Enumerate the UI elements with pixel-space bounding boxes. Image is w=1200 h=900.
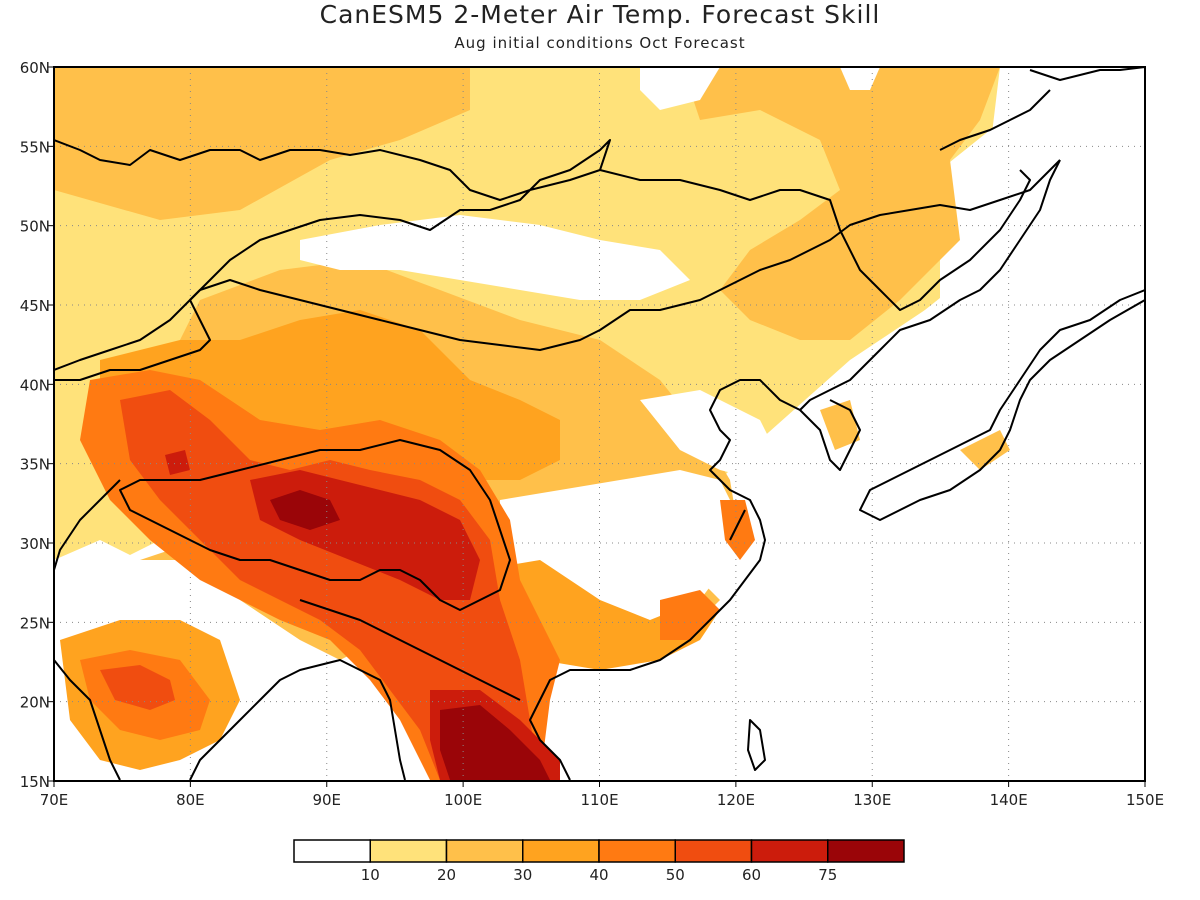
lat-tick-label: 30N [20, 535, 50, 553]
skill-shading [54, 67, 1145, 781]
skill-region [690, 67, 1000, 340]
lat-tick-label: 20N [20, 694, 50, 712]
skill-region [54, 540, 160, 640]
lat-tick-label: 60N [20, 59, 50, 77]
skill-region [54, 67, 470, 220]
colorbar-label: 50 [666, 866, 685, 884]
coastline [54, 659, 121, 781]
coastline [529, 159, 1061, 781]
lon-tick-label: 120E [717, 791, 755, 809]
longitude-ticks: 70E 80E 90E 100E 110E 120E 130E 140E 150E [40, 781, 1164, 809]
lon-tick-label: 80E [176, 791, 205, 809]
colorbar-swatch [674, 839, 753, 863]
map-subtitle: Aug initial conditions Oct Forecast [454, 34, 746, 52]
skill-region [100, 665, 175, 710]
lon-tick-label: 150E [1126, 791, 1164, 809]
colorbar-swatch [750, 839, 829, 863]
lat-tick-label: 15N [20, 773, 50, 791]
skill-region [800, 67, 1145, 781]
lon-tick-label: 110E [580, 791, 618, 809]
colorbar-label: 10 [361, 866, 380, 884]
skill-region [960, 430, 1010, 470]
skill-region [165, 450, 190, 475]
lon-tick-label: 90E [312, 791, 341, 809]
lon-tick-label: 70E [40, 791, 69, 809]
lon-tick-label: 130E [853, 791, 891, 809]
skill-region [270, 490, 340, 530]
border [599, 169, 1031, 311]
border [299, 599, 521, 701]
gridlines [54, 67, 1145, 781]
skill-region [640, 67, 720, 110]
skill-region [840, 67, 880, 90]
colorbar-swatch [369, 839, 448, 863]
lat-tick-label: 55N [20, 138, 50, 156]
coastline [189, 659, 406, 781]
lat-tick-label: 45N [20, 297, 50, 315]
skill-region [820, 400, 860, 450]
colorbar-legend: 10 20 30 40 50 60 75 [293, 839, 905, 884]
border [54, 479, 121, 571]
colorbar-swatch [293, 839, 371, 863]
border [119, 439, 511, 611]
colorbar-label: 30 [513, 866, 532, 884]
colorbar-swatch [827, 839, 905, 863]
map-title: CanESM5 2-Meter Air Temp. Forecast Skill [319, 0, 881, 29]
lon-tick-label: 140E [990, 791, 1028, 809]
latitude-ticks: 15N 20N 25N 30N 35N 40N 45N 50N 55N 60N [20, 59, 54, 791]
lat-tick-label: 35N [20, 456, 50, 474]
colorbar-label: 40 [589, 866, 608, 884]
skill-region [120, 390, 540, 780]
coastlines [54, 67, 1145, 781]
colorbar-swatch [445, 839, 524, 863]
coastline [799, 399, 861, 471]
skill-region [300, 215, 690, 300]
coastline [1029, 67, 1145, 81]
coastline [939, 89, 1051, 151]
colorbar-label: 20 [437, 866, 456, 884]
border [54, 159, 1061, 381]
skill-region [440, 705, 550, 780]
skill-region [720, 500, 755, 560]
lon-tick-label: 100E [444, 791, 482, 809]
coastline [747, 719, 766, 771]
colorbar-swatch [598, 839, 676, 863]
colorbar-label: 75 [818, 866, 837, 884]
coastline [54, 139, 611, 371]
coastline [859, 289, 1145, 521]
skill-region [660, 590, 720, 640]
lat-tick-label: 50N [20, 218, 50, 236]
lat-tick-label: 40N [20, 376, 50, 394]
lat-tick-label: 25N [20, 614, 50, 632]
colorbar-swatch [522, 839, 600, 863]
skill-region [640, 390, 780, 480]
coastline [729, 509, 746, 541]
colorbar-label: 60 [742, 866, 761, 884]
